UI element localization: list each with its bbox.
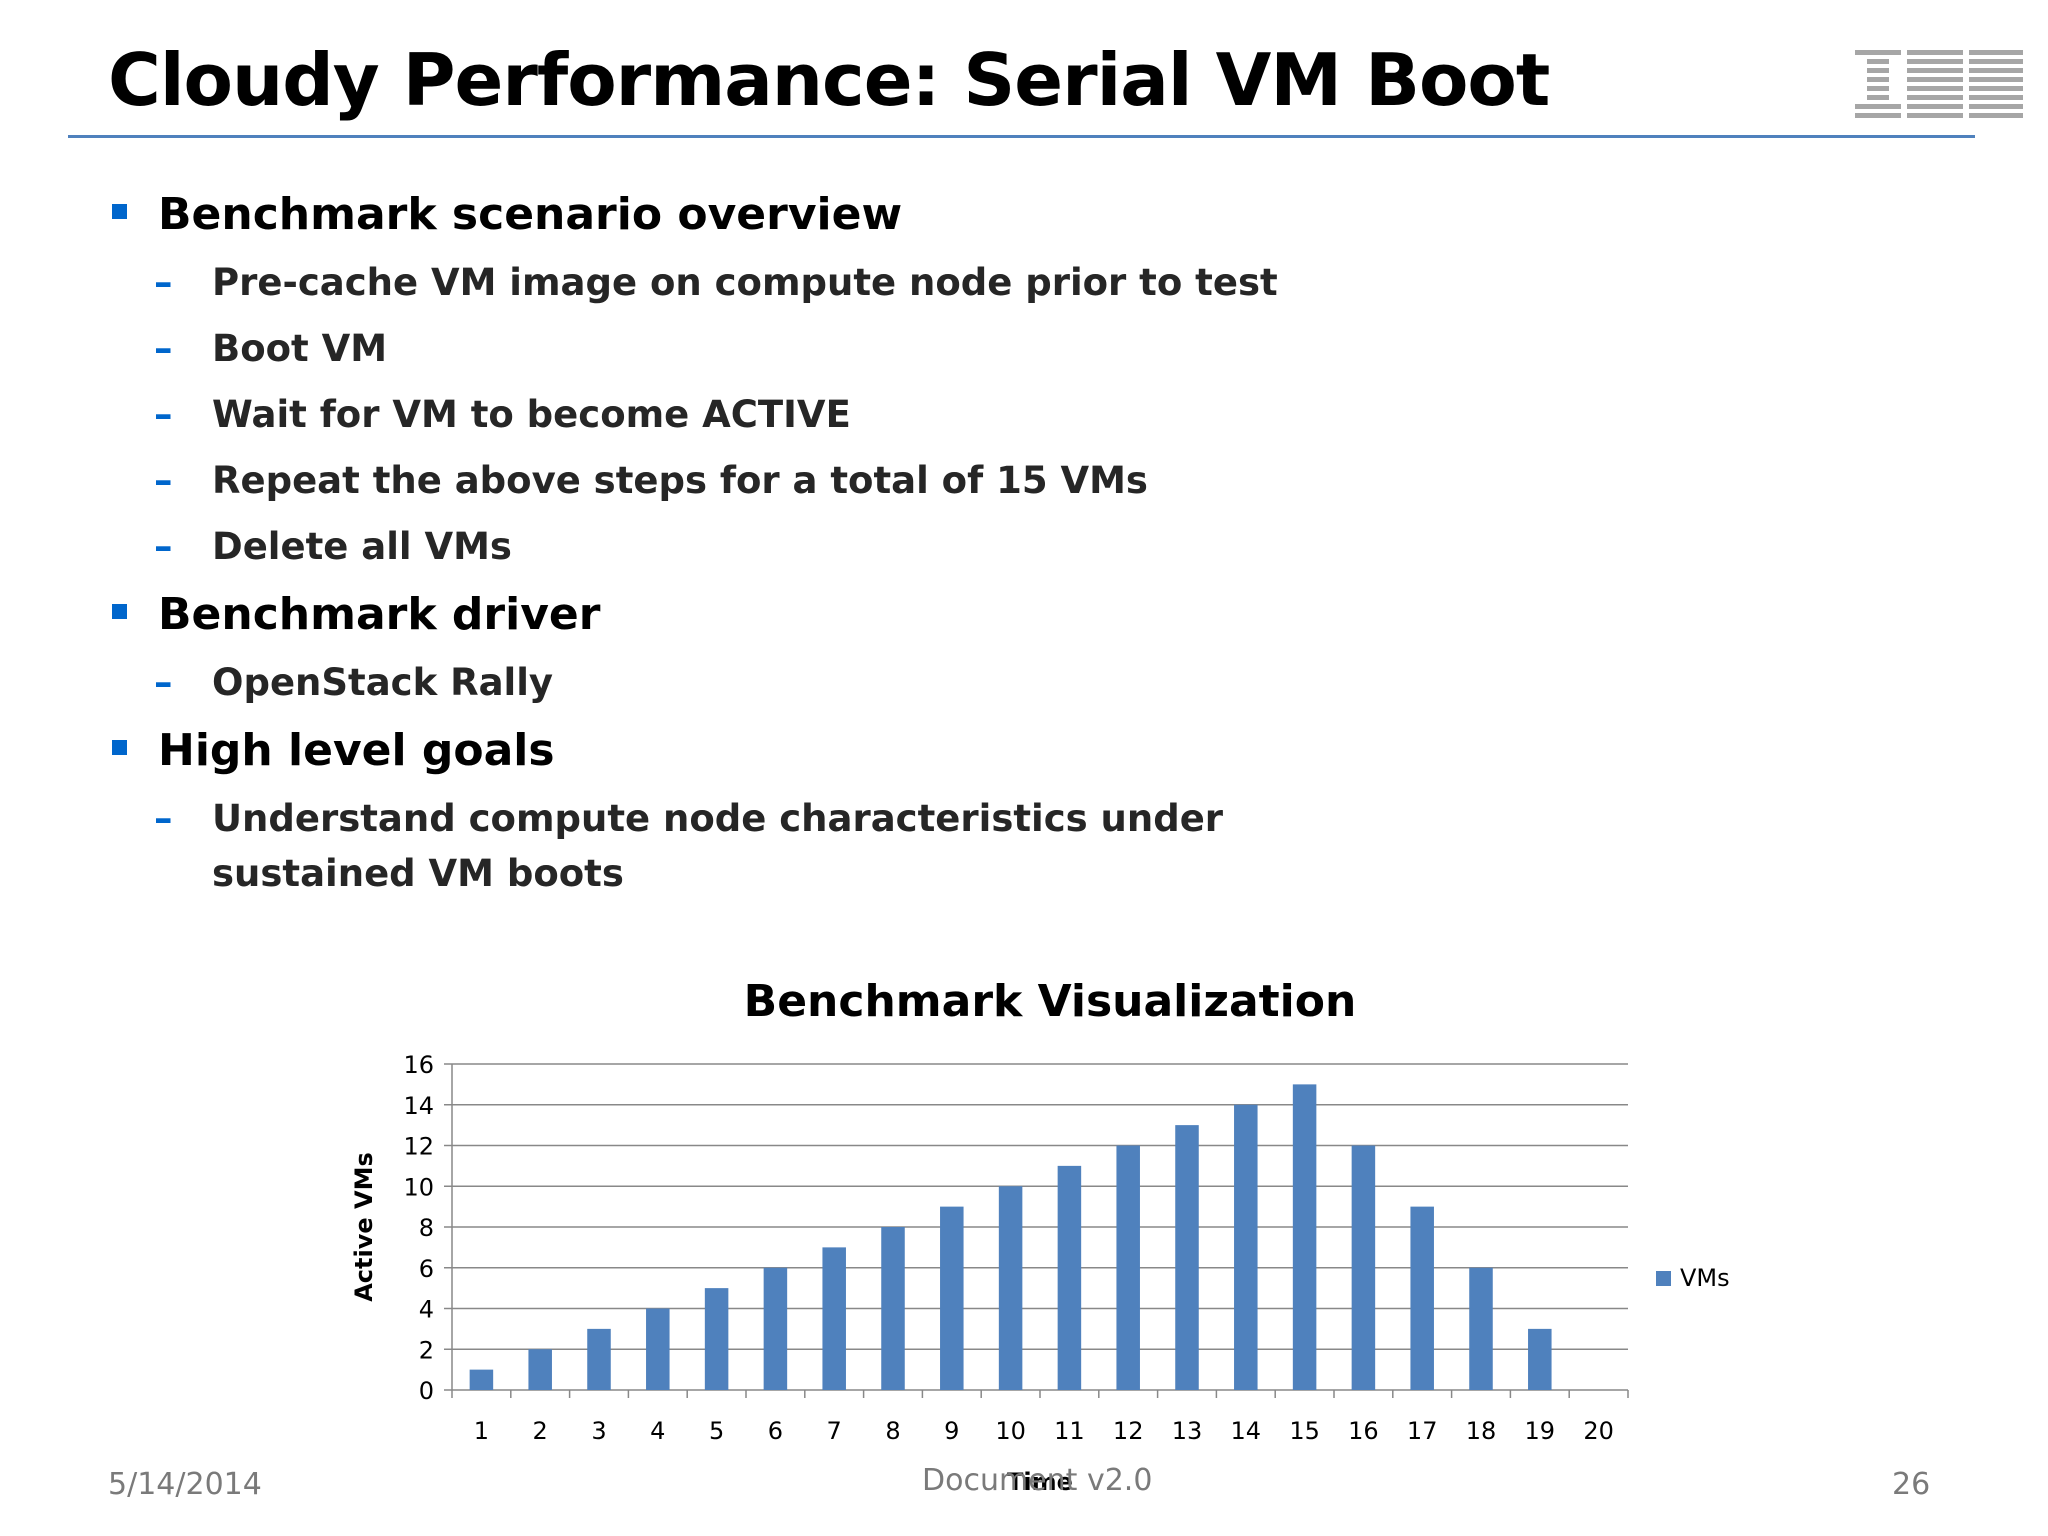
bullet-item: High level goals	[108, 721, 1408, 791]
y-tick-label: 16	[403, 1051, 434, 1079]
x-tick-label: 14	[1231, 1417, 1262, 1445]
x-tick-label: 18	[1466, 1417, 1497, 1445]
y-tick-label: 8	[419, 1214, 434, 1242]
dash-bullet-icon: –	[154, 393, 173, 436]
bar	[1175, 1125, 1199, 1390]
sub-bullet-item: – Boot VM	[108, 321, 1408, 387]
x-tick-label: 3	[591, 1417, 606, 1445]
sub-bullet-label: Wait for VM to become ACTIVE	[212, 393, 851, 436]
sub-bullet-item: – Pre-cache VM image on compute node prio…	[108, 255, 1408, 321]
x-tick-label: 8	[885, 1417, 900, 1445]
y-axis-label: Active VMs	[350, 1152, 378, 1302]
bar	[646, 1308, 670, 1390]
bar	[1351, 1145, 1376, 1390]
sub-bullet-item: – Understand compute node characteristics…	[108, 791, 1262, 901]
x-tick-label: 4	[650, 1417, 665, 1445]
dash-bullet-icon: –	[154, 797, 173, 840]
x-tick-label: 11	[1054, 1417, 1085, 1445]
footer-document-version: Document v2.0	[922, 1463, 1153, 1498]
sub-bullet-item: – Wait for VM to become ACTIVE	[108, 387, 1408, 453]
bar	[1528, 1328, 1552, 1390]
bar	[469, 1369, 494, 1390]
bar	[1292, 1084, 1317, 1390]
square-bullet-icon	[112, 604, 127, 619]
square-bullet-icon	[112, 204, 127, 219]
bar	[881, 1227, 905, 1390]
bar	[704, 1288, 729, 1390]
dash-bullet-icon: –	[154, 327, 173, 370]
sub-bullet-label: Delete all VMs	[212, 525, 512, 568]
bullet-label: High level goals	[158, 725, 555, 776]
sub-bullet-label: Understand compute node characteristics …	[212, 797, 1224, 895]
bullet-item: Benchmark scenario overview	[108, 185, 1408, 255]
x-tick-label: 16	[1348, 1417, 1379, 1445]
bar	[1116, 1145, 1140, 1390]
legend-label: VMs	[1680, 1264, 1730, 1292]
footer-date: 5/14/2014	[108, 1467, 262, 1502]
bar	[763, 1267, 788, 1390]
sub-bullet-label: Pre-cache VM image on compute node prior…	[212, 261, 1278, 304]
x-tick-label: 17	[1407, 1417, 1438, 1445]
sub-bullet-label: Repeat the above steps for a total of 15…	[212, 459, 1148, 502]
y-tick-label: 6	[419, 1255, 434, 1283]
dash-bullet-icon: –	[154, 459, 173, 502]
chart-title: Benchmark Visualization	[744, 976, 1357, 1027]
y-tick-label: 12	[403, 1133, 434, 1161]
x-tick-label: 15	[1289, 1417, 1320, 1445]
bar	[822, 1247, 846, 1390]
sub-bullet-label: OpenStack Rally	[212, 661, 554, 704]
bar	[1234, 1104, 1258, 1390]
bar	[1057, 1165, 1082, 1390]
x-tick-label: 12	[1113, 1417, 1144, 1445]
bullet-label: Benchmark scenario overview	[158, 189, 903, 240]
x-tick-label: 7	[827, 1417, 842, 1445]
sub-bullet-item: – OpenStack Rally	[108, 655, 1408, 721]
bar	[1469, 1267, 1493, 1390]
sub-bullet-label: Boot VM	[212, 327, 388, 370]
x-tick-label: 1	[474, 1417, 489, 1445]
y-tick-label: 14	[403, 1092, 434, 1120]
bar	[1410, 1206, 1434, 1390]
footer-page-number: 26	[1892, 1467, 1931, 1502]
bullet-list: Benchmark scenario overview – Pre-cache V…	[108, 185, 1408, 901]
x-tick-label: 19	[1525, 1417, 1556, 1445]
sub-bullet-item: – Delete all VMs	[108, 519, 1408, 585]
legend-swatch	[1656, 1271, 1671, 1286]
x-tick-label: 13	[1172, 1417, 1203, 1445]
x-tick-label: 6	[768, 1417, 783, 1445]
dash-bullet-icon: –	[154, 525, 173, 568]
x-tick-label: 10	[995, 1417, 1026, 1445]
slide-title: Cloudy Performance: Serial VM Boot	[108, 38, 1550, 122]
bar	[587, 1328, 611, 1390]
bullet-item: Benchmark driver	[108, 585, 1408, 655]
x-tick-label: 20	[1583, 1417, 1614, 1445]
bullet-label: Benchmark driver	[158, 589, 601, 640]
ibm-logo	[1855, 50, 2023, 120]
bar	[528, 1349, 552, 1390]
dash-bullet-icon: –	[154, 661, 173, 704]
x-tick-label: 5	[709, 1417, 724, 1445]
x-tick-label: 2	[533, 1417, 548, 1445]
bar	[998, 1186, 1023, 1390]
sub-bullet-item: – Repeat the above steps for a total of 1…	[108, 453, 1408, 519]
y-tick-label: 0	[419, 1377, 434, 1405]
y-tick-label: 2	[419, 1336, 434, 1364]
title-rule	[68, 135, 1975, 138]
x-tick-label: 9	[944, 1417, 959, 1445]
bar	[940, 1206, 964, 1390]
y-tick-label: 4	[419, 1296, 434, 1324]
y-tick-label: 10	[403, 1173, 434, 1201]
square-bullet-icon	[112, 740, 127, 755]
dash-bullet-icon: –	[154, 261, 173, 304]
x-axis-label: Time	[1007, 1468, 1073, 1496]
